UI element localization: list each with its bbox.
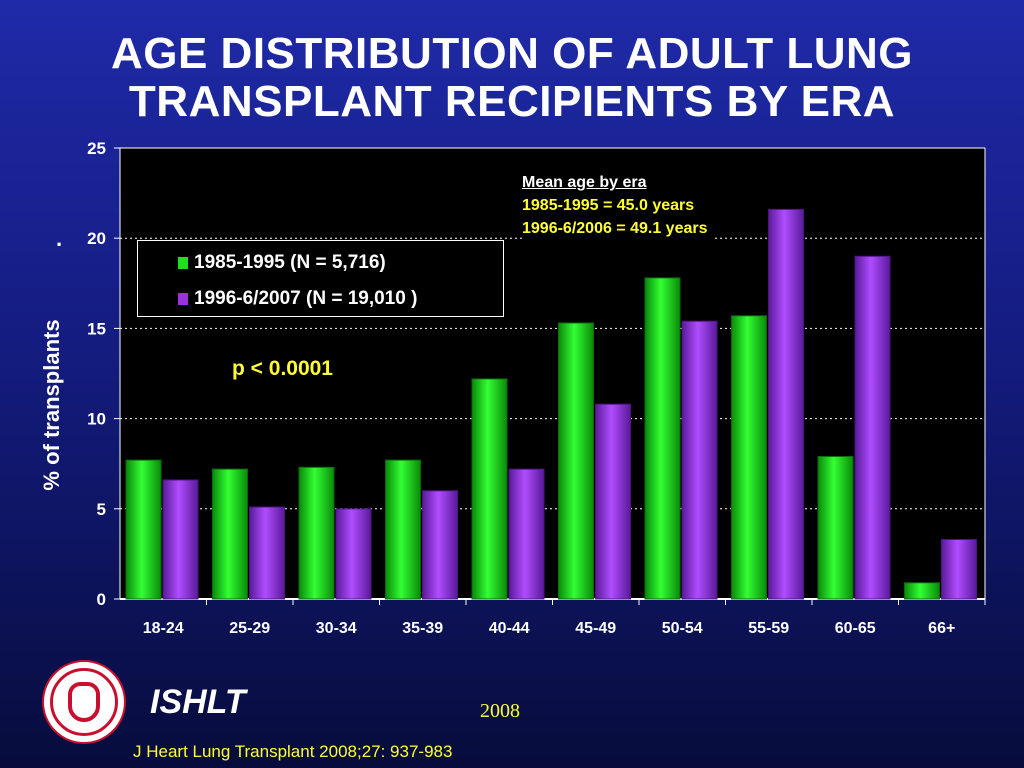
y-tick-label: 0 [97, 590, 106, 609]
bar-era1 [644, 277, 681, 600]
chart-legend: 1985-1995 (N = 5,716) 1996-6/2007 (N = 1… [137, 240, 504, 317]
bar-era1 [558, 322, 594, 600]
bar-era2 [335, 508, 372, 600]
legend-swatch-era1 [178, 257, 188, 269]
x-tick-label: 60-65 [835, 620, 876, 637]
x-tick-label: 55-59 [748, 620, 789, 637]
legend-item-era2: 1996-6/2007 (N = 19,010 ) [178, 288, 417, 310]
bar-era2 [768, 208, 804, 600]
x-tick-label: 30-34 [316, 620, 357, 637]
y-tick-label: 20 [87, 229, 106, 248]
bar-era1 [904, 582, 940, 600]
y-tick-label: 25 [87, 139, 106, 158]
legend-swatch-era2 [178, 293, 188, 305]
x-tick-label: 66+ [928, 620, 955, 637]
citation: J Heart Lung Transplant 2008;27: 937-983 [133, 742, 453, 761]
bar-era2 [854, 255, 891, 600]
mean-age-era2: 1996-6/2006 = 49.1 years [522, 220, 708, 237]
mean-age-header: Mean age by era [522, 174, 647, 191]
p-value-annotation: p < 0.0001 [232, 357, 333, 380]
title-line-2: TRANSPLANT RECIPIENTS BY ERA [128, 77, 896, 126]
legend-item-era1: 1985-1995 (N = 5,716) [178, 252, 386, 274]
bar-era2 [941, 538, 977, 600]
x-tick-label: 18-24 [143, 620, 184, 637]
bar-era2 [595, 403, 631, 600]
bar-era1 [125, 459, 162, 600]
bar-era2 [422, 490, 458, 600]
x-tick-label: 50-54 [662, 620, 703, 637]
bar-era1 [298, 466, 335, 600]
logo-heart-lung-emblem [68, 682, 100, 722]
title-line-1: AGE DISTRIBUTION OF ADULT LUNG [110, 29, 914, 78]
bar-era1 [471, 378, 508, 600]
year-label: 2008 [480, 700, 520, 722]
org-name: ISHLT [150, 683, 246, 721]
bar-era1 [385, 459, 421, 600]
legend-label-era1: 1985-1995 (N = 5,716) [194, 252, 386, 273]
ishlt-logo [42, 660, 126, 744]
bar-era2 [508, 468, 545, 600]
x-tick-label: 45-49 [575, 620, 616, 637]
y-axis-label: % of transplants [39, 319, 64, 491]
bar-era2 [681, 320, 718, 600]
bar-era1 [212, 468, 248, 600]
x-tick-label: 40-44 [489, 620, 530, 637]
bar-era2 [162, 479, 199, 600]
y-tick-label: 15 [87, 319, 106, 338]
mean-age-box: Mean age by era 1985-1995 = 45.0 years 1… [522, 171, 712, 240]
mean-age-era1: 1985-1995 = 45.0 years [522, 197, 695, 214]
axis-dot: . [56, 226, 63, 251]
x-tick-label: 25-29 [229, 620, 270, 637]
slide-title: AGE DISTRIBUTION OF ADULT LUNG TRANSPLAN… [0, 30, 1024, 126]
bar-era2 [249, 506, 285, 600]
legend-label-era2: 1996-6/2007 (N = 19,010 ) [194, 288, 418, 309]
logo-ring [50, 668, 118, 736]
x-tick-label: 35-39 [402, 620, 443, 637]
y-tick-label: 10 [87, 410, 106, 429]
bar-era1 [731, 315, 767, 600]
bar-era1 [817, 455, 854, 600]
y-tick-label: 5 [97, 500, 106, 519]
